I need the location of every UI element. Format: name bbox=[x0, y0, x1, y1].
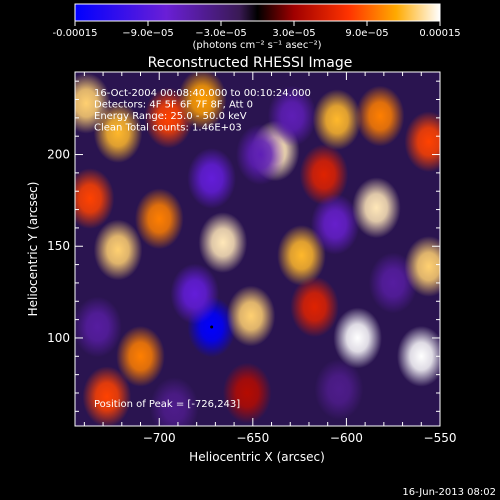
colorbar-labels: -0.00015 −9.0e−05 −3.0e−05 3.0e−05 9.0e−05 0.… bbox=[53, 28, 461, 39]
colorbar-tick-label: −9.0e−05 bbox=[122, 28, 174, 39]
heatmap-blob bbox=[187, 147, 236, 209]
heatmap-blob bbox=[177, 72, 227, 130]
heatmap-blob bbox=[235, 124, 285, 185]
heatmap-blob bbox=[134, 188, 184, 250]
heatmap-blob bbox=[396, 325, 440, 387]
peak-position-label: Position of Peak = [-726,243] bbox=[94, 399, 240, 410]
annotation-line: 16-Oct-2004 00:08:40.000 to 00:10:24.000 bbox=[94, 88, 311, 99]
heatmap-blob bbox=[267, 85, 317, 147]
colorbar-tick-label: 9.0e−05 bbox=[345, 28, 388, 39]
annotation-block: 16-Oct-2004 00:08:40.000 to 00:10:24.000… bbox=[94, 88, 311, 134]
y-axis-label: Heliocentric Y (arcsec) bbox=[26, 182, 40, 317]
heatmap-blob bbox=[333, 307, 382, 369]
colorbar-tick-label: -0.00015 bbox=[53, 28, 98, 39]
colorbar-tick-label: 3.0e−05 bbox=[272, 28, 315, 39]
x-axis: −700 −650 −600 −550 bbox=[83, 72, 457, 445]
heatmap-blob bbox=[93, 219, 143, 281]
heatmap-blob bbox=[116, 325, 165, 387]
x-tick-label: −600 bbox=[330, 431, 363, 445]
heatmap-blob bbox=[277, 225, 326, 286]
colorbar-ticks bbox=[74, 21, 441, 26]
colorbar-tick-label: 0.00015 bbox=[419, 28, 460, 39]
x-axis-label: Heliocentric X (arcsec) bbox=[189, 450, 325, 464]
annotation-line: Detectors: 4F 5F 6F 7F 8F, Att 0 bbox=[94, 100, 253, 111]
heatmap-blob bbox=[355, 85, 405, 147]
x-tick-label: −700 bbox=[143, 431, 176, 445]
annotation-line: Energy Range: 25.0 - 50.0 keV bbox=[94, 111, 247, 122]
y-tick-label: 200 bbox=[47, 148, 70, 162]
y-tick-label: 150 bbox=[47, 239, 70, 253]
y-tick-label: 100 bbox=[47, 331, 70, 345]
heatmap-blob bbox=[314, 358, 364, 420]
chart-title: Reconstructed RHESSI Image bbox=[148, 55, 353, 71]
minimum-marker bbox=[210, 325, 214, 329]
heatmap-blob bbox=[290, 276, 339, 338]
colorbar-tick-label: −3.0e−05 bbox=[195, 28, 247, 39]
heatmap-blob bbox=[82, 366, 132, 426]
heatmap-blob bbox=[75, 168, 115, 229]
footer-timestamp: 16-Jun-2013 08:02 bbox=[402, 487, 496, 498]
heatmap-blob bbox=[299, 144, 349, 206]
heatmap-blob bbox=[149, 377, 199, 426]
heatmap-blob bbox=[312, 89, 362, 151]
heatmap-blob bbox=[310, 193, 360, 255]
heatmap-blob bbox=[226, 285, 276, 347]
heatmap bbox=[75, 72, 440, 426]
heatmap-blob bbox=[404, 236, 440, 297]
heatmap-blob bbox=[352, 177, 401, 239]
heatmap-blob bbox=[75, 296, 122, 358]
x-tick-label: −550 bbox=[424, 431, 457, 445]
y-axis: 100 150 200 bbox=[47, 80, 440, 412]
colorbar-units: (photons cm⁻² s⁻¹ asec⁻²) bbox=[192, 40, 321, 51]
plot-frame bbox=[74, 71, 441, 427]
annotation-line: Clean Total counts: 1.46E+03 bbox=[94, 123, 242, 134]
heatmap-blob bbox=[198, 212, 248, 273]
heatmap-blob bbox=[170, 263, 220, 325]
colorbar bbox=[74, 3, 441, 22]
heatmap-blob bbox=[404, 111, 440, 173]
heatmap-blob bbox=[93, 102, 143, 163]
x-tick-label: −650 bbox=[236, 431, 269, 445]
heatmap-blob bbox=[222, 362, 272, 424]
